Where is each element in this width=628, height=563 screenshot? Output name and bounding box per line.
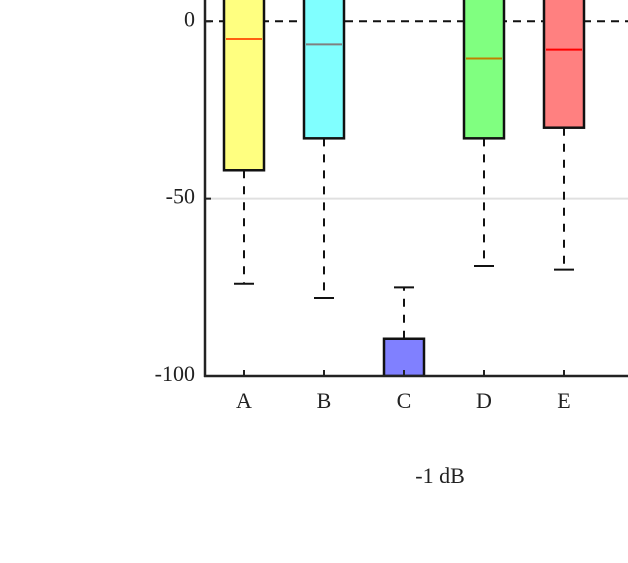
y-tick-label: -100 [155,361,195,386]
plot-area [205,0,628,377]
x-tick-label: E [557,388,570,413]
x-tick-label: A [236,388,252,413]
x-axis-label: -1 dB [415,463,465,488]
box [462,0,506,140]
y-tick-label: 0 [184,6,195,31]
x-tick-label: D [476,388,492,413]
box [302,0,346,140]
x-tick-label: B [317,388,332,413]
box [542,0,586,129]
y-tick-label: -50 [166,184,195,209]
x-tick-label: C [397,388,412,413]
box [222,0,266,172]
